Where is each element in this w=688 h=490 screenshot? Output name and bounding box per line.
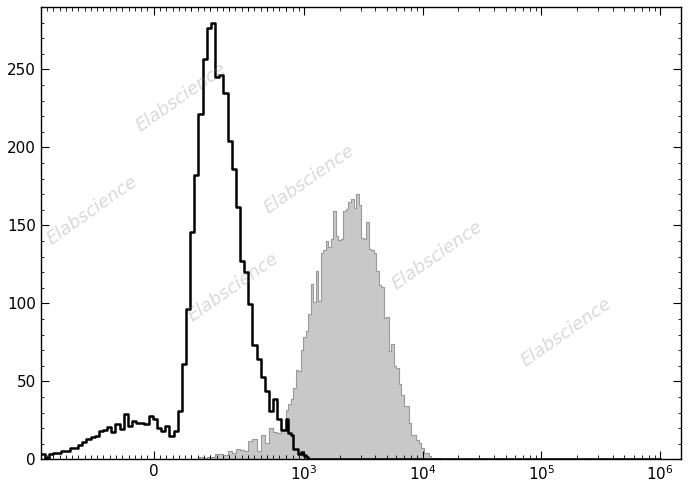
Text: Elabscience: Elabscience xyxy=(517,295,614,371)
Polygon shape xyxy=(41,194,660,460)
Text: Elabscience: Elabscience xyxy=(389,218,486,294)
Text: Elabscience: Elabscience xyxy=(261,141,358,217)
Text: Elabscience: Elabscience xyxy=(133,60,230,135)
Text: Elabscience: Elabscience xyxy=(184,249,281,325)
Text: Elabscience: Elabscience xyxy=(43,172,140,248)
